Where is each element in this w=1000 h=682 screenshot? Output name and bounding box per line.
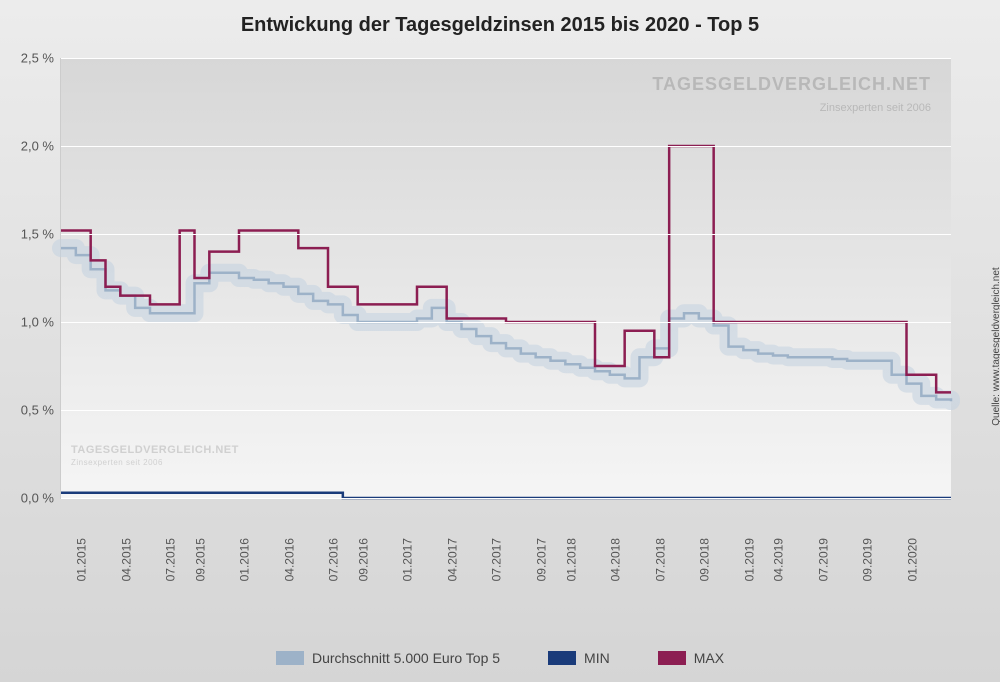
y-axis-label: 1,0 % xyxy=(8,315,54,330)
y-axis-label: 0,0 % xyxy=(8,491,54,506)
x-axis-label: 04.2018 xyxy=(609,538,623,581)
y-axis-label: 2,0 % xyxy=(8,139,54,154)
legend-item-avg: Durchschnitt 5.000 Euro Top 5 xyxy=(276,650,500,666)
legend-item-max: MAX xyxy=(658,650,724,666)
x-axis-label: 09.2015 xyxy=(193,538,207,581)
x-axis-label: 01.2016 xyxy=(238,538,252,581)
x-axis-label: 01.2017 xyxy=(401,538,415,581)
y-axis-label: 1,5 % xyxy=(8,227,54,242)
gridline xyxy=(61,410,951,411)
y-axis-label: 0,5 % xyxy=(8,403,54,418)
x-axis-label: 09.2019 xyxy=(861,538,875,581)
x-axis-label: 04.2019 xyxy=(772,538,786,581)
x-axis-label: 04.2015 xyxy=(119,538,133,581)
x-axis-label: 07.2016 xyxy=(327,538,341,581)
legend-label: MAX xyxy=(694,650,724,666)
legend-item-min: MIN xyxy=(548,650,610,666)
x-axis-label: 01.2019 xyxy=(742,538,756,581)
gridline xyxy=(61,498,951,499)
gridline xyxy=(61,146,951,147)
x-axis-label: 09.2018 xyxy=(698,538,712,581)
gridline xyxy=(61,58,951,59)
x-axis-label: 07.2017 xyxy=(490,538,504,581)
chart-svg xyxy=(61,58,951,498)
x-axis-label: 01.2018 xyxy=(564,538,578,581)
legend-label: MIN xyxy=(584,650,610,666)
legend-swatch xyxy=(276,651,304,665)
legend-swatch xyxy=(658,651,686,665)
y-axis-label: 2,5 % xyxy=(8,51,54,66)
gridline xyxy=(61,322,951,323)
x-axis-label: 04.2017 xyxy=(446,538,460,581)
chart-title: Entwickung der Tagesgeldzinsen 2015 bis … xyxy=(0,14,1000,37)
x-axis-label: 07.2018 xyxy=(653,538,667,581)
legend-swatch xyxy=(548,651,576,665)
gridline xyxy=(61,234,951,235)
legend-label: Durchschnitt 5.000 Euro Top 5 xyxy=(312,650,500,666)
x-axis-label: 07.2015 xyxy=(164,538,178,581)
x-axis-label: 04.2016 xyxy=(282,538,296,581)
x-axis-label: 09.2017 xyxy=(535,538,549,581)
x-axis-label: 01.2015 xyxy=(75,538,89,581)
x-axis-label: 09.2016 xyxy=(357,538,371,581)
x-axis-label: 01.2020 xyxy=(905,538,919,581)
legend: Durchschnitt 5.000 Euro Top 5 MIN MAX xyxy=(0,650,1000,666)
plot-area: TAGESGELDVERGLEICH.NET Zinsexperten seit… xyxy=(60,58,951,499)
x-axis-label: 07.2019 xyxy=(816,538,830,581)
source-label: Quelle: www.tagesgeldvergleich.net xyxy=(991,267,1000,425)
